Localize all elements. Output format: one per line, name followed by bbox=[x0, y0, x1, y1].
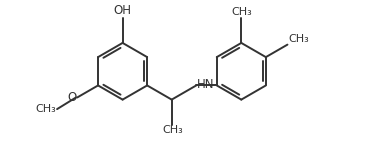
Text: CH₃: CH₃ bbox=[288, 34, 309, 44]
Text: CH₃: CH₃ bbox=[36, 104, 56, 114]
Text: OH: OH bbox=[113, 4, 132, 17]
Text: CH₃: CH₃ bbox=[162, 125, 183, 135]
Text: O: O bbox=[67, 91, 76, 104]
Text: HN: HN bbox=[197, 78, 214, 91]
Text: CH₃: CH₃ bbox=[231, 7, 252, 17]
